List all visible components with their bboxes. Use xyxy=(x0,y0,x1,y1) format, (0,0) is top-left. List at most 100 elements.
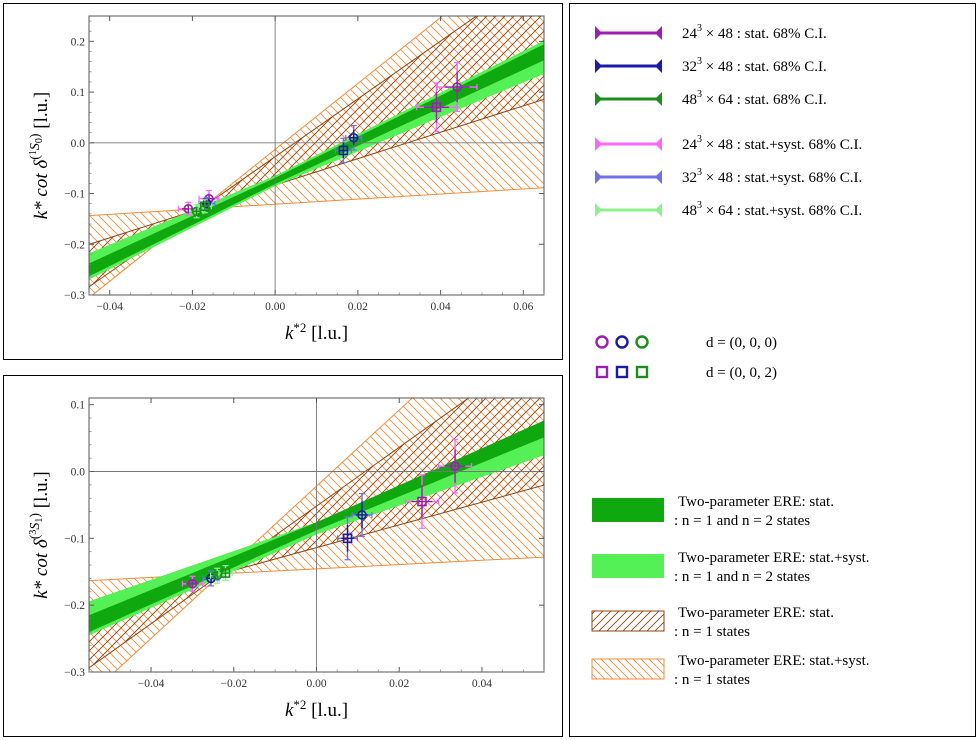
marker-circle xyxy=(191,206,202,217)
legend-marker-circle xyxy=(615,335,629,349)
chart-3S1: −0.04 −0.02 0.00 0.02 0.04 −0.3 −0.2 −0.1 0.0 0.1… xyxy=(28,397,545,721)
x-tick-label: 0.04 xyxy=(472,678,492,690)
y-tick-label: 0.0 xyxy=(71,467,86,479)
data-point xyxy=(334,137,352,164)
legend-band-label-1: Two-parameter ERE: stat.+syst. xyxy=(678,550,870,566)
marker-square xyxy=(431,102,442,113)
marker-circle xyxy=(348,132,359,143)
plot-area xyxy=(89,16,544,295)
x-tick-label: 0.00 xyxy=(306,678,326,690)
legend-marker-circle xyxy=(595,335,609,349)
legend-errorbar-cap-left xyxy=(595,92,602,106)
legend-errorbar-cap-right xyxy=(655,203,662,217)
legend-marker-item: d = (0, 0, 2) xyxy=(595,365,777,381)
y-tick-label: −0.1 xyxy=(64,189,85,201)
x-tick-label: −0.04 xyxy=(138,678,165,690)
legend-band-label-2: : n = 1 states xyxy=(674,624,750,640)
legend: 243 × 48 : stat. 68% C.I. 323 × 48 : stat… xyxy=(591,23,870,688)
chart-1S0: −0.04 −0.02 0.00 0.02 0.04 0.06 −0.3 −0.2 −0.1 0.… xyxy=(28,15,545,344)
data-point xyxy=(336,516,359,561)
legend-errorbar-cap-left xyxy=(595,26,602,40)
band-stat xyxy=(89,44,544,277)
data-point xyxy=(404,474,440,529)
data-point xyxy=(416,82,457,133)
legend-errorbar-cap-right xyxy=(655,26,662,40)
legend-band-label-1: Two-parameter ERE: stat. xyxy=(678,605,834,621)
marker-circle xyxy=(452,82,462,92)
legend-errorbar-cap-right xyxy=(655,137,662,151)
legend-errorbar-cap-left xyxy=(595,137,602,151)
legend-errorbar-item: 323 × 48 : stat.+syst. 68% C.I. xyxy=(595,167,862,186)
legend-errorbar-cap-left xyxy=(595,203,602,217)
y-axis-label: k* cot δ(3S1) [l.u.] xyxy=(28,471,52,599)
legend-marker-circle xyxy=(635,335,649,349)
legend-errorbar-label: 243 × 48 : stat.+syst. 68% C.I. xyxy=(682,134,862,153)
x-tick-label: 0.02 xyxy=(389,678,409,690)
y-tick-label: 0.1 xyxy=(71,400,86,412)
x-tick-label: 0.02 xyxy=(348,301,368,313)
marker-square xyxy=(342,533,353,544)
y-tick-label: −0.3 xyxy=(64,667,85,679)
legend-band-item: Two-parameter ERE: stat.+syst. : n = 1 st… xyxy=(591,653,870,688)
legend-band-label-2: : n = 1 and n = 2 states xyxy=(674,569,810,585)
marker-square xyxy=(220,568,231,578)
legend-band-label-1: Two-parameter ERE: stat. xyxy=(678,494,834,510)
marker-circle xyxy=(450,461,460,471)
legend-errorbar-item: 243 × 48 : stat. 68% C.I. xyxy=(595,23,827,42)
data-point xyxy=(437,438,473,494)
legend-errorbar-cap-right xyxy=(655,170,662,184)
x-tick-label: 0.00 xyxy=(265,301,285,313)
x-tick-label: −0.02 xyxy=(220,678,247,690)
legend-band-label-1: Two-parameter ERE: stat.+syst. xyxy=(678,653,870,669)
plot-area xyxy=(89,398,544,672)
marker-square xyxy=(417,496,427,507)
legend-marker-square xyxy=(635,365,649,379)
marker-circle xyxy=(183,203,194,214)
data-point xyxy=(197,199,213,214)
band-hatch-stat-edge-lo xyxy=(89,98,544,245)
legend-errorbar-label: 483 × 64 : stat. 68% C.I. xyxy=(682,89,827,108)
marker-square xyxy=(200,201,210,212)
legend-band-swatch xyxy=(591,610,665,632)
marker-circle xyxy=(187,578,198,589)
legend-marker-label: d = (0, 0, 2) xyxy=(706,365,777,381)
x-tick-label: −0.02 xyxy=(179,301,206,313)
legend-errorbar-cap-right xyxy=(655,59,662,73)
x-axis-label: k*2 [l.u.] xyxy=(285,320,348,344)
band-hatch-stat-syst-edge-lo xyxy=(89,187,544,217)
marker-square xyxy=(338,145,349,156)
legend-band-item: Two-parameter ERE: stat.+syst. : n = 1 an… xyxy=(592,550,870,585)
legend-errorbar-label: 323 × 48 : stat. 68% C.I. xyxy=(682,56,827,75)
legend-band-swatch xyxy=(591,658,665,680)
legend-errorbar-label: 243 × 48 : stat. 68% C.I. xyxy=(682,23,827,42)
legend-marker-item: d = (0, 0, 0) xyxy=(595,335,777,351)
y-tick-label: 0.1 xyxy=(71,87,86,99)
data-point xyxy=(218,565,233,582)
legend-errorbar-label: 483 × 64 : stat.+syst. 68% C.I. xyxy=(682,200,862,219)
y-tick-label: −0.1 xyxy=(64,533,85,545)
legend-band-swatch xyxy=(592,498,664,522)
x-tick-label: 0.04 xyxy=(431,301,451,313)
legend-errorbar-item: 483 × 64 : stat. 68% C.I. xyxy=(595,89,827,108)
x-tick-label: −0.04 xyxy=(96,301,123,313)
legend-errorbar-label: 323 × 48 : stat.+syst. 68% C.I. xyxy=(682,167,862,186)
panel-bottom: −0.04 −0.02 0.00 0.02 0.04 −0.3 −0.2 −0.1 0.0 0.1… xyxy=(3,375,563,737)
panel-top: −0.04 −0.02 0.00 0.02 0.04 0.06 −0.3 −0.2 −0.1 0.… xyxy=(3,3,563,360)
data-point xyxy=(436,62,478,112)
marker-circle xyxy=(357,510,367,520)
y-tick-label: −0.3 xyxy=(64,290,85,302)
legend-errorbar-item: 483 × 64 : stat.+syst. 68% C.I. xyxy=(595,200,862,219)
legend-band-item: Two-parameter ERE: stat.: n = 1 and n = … xyxy=(592,494,834,529)
data-point xyxy=(181,575,203,592)
legend-marker-label: d = (0, 0, 0) xyxy=(706,335,777,351)
y-axis-label: k* cot δ(1S0) [l.u.] xyxy=(28,92,52,220)
legend-errorbar-item: 243 × 48 : stat.+syst. 68% C.I. xyxy=(595,134,862,153)
legend-errorbar-item: 323 × 48 : stat. 68% C.I. xyxy=(595,56,827,75)
x-axis-label: k*2 [l.u.] xyxy=(285,697,348,721)
x-tick-label: 0.06 xyxy=(513,301,533,313)
band-hatch-stat xyxy=(89,16,544,287)
y-tick-label: 0.2 xyxy=(71,36,86,48)
y-tick-label: 0.0 xyxy=(71,138,86,150)
legend-panel: 243 × 48 : stat. 68% C.I. 323 × 48 : stat… xyxy=(569,3,976,737)
legend-band-label-2: : n = 1 states xyxy=(674,672,750,688)
